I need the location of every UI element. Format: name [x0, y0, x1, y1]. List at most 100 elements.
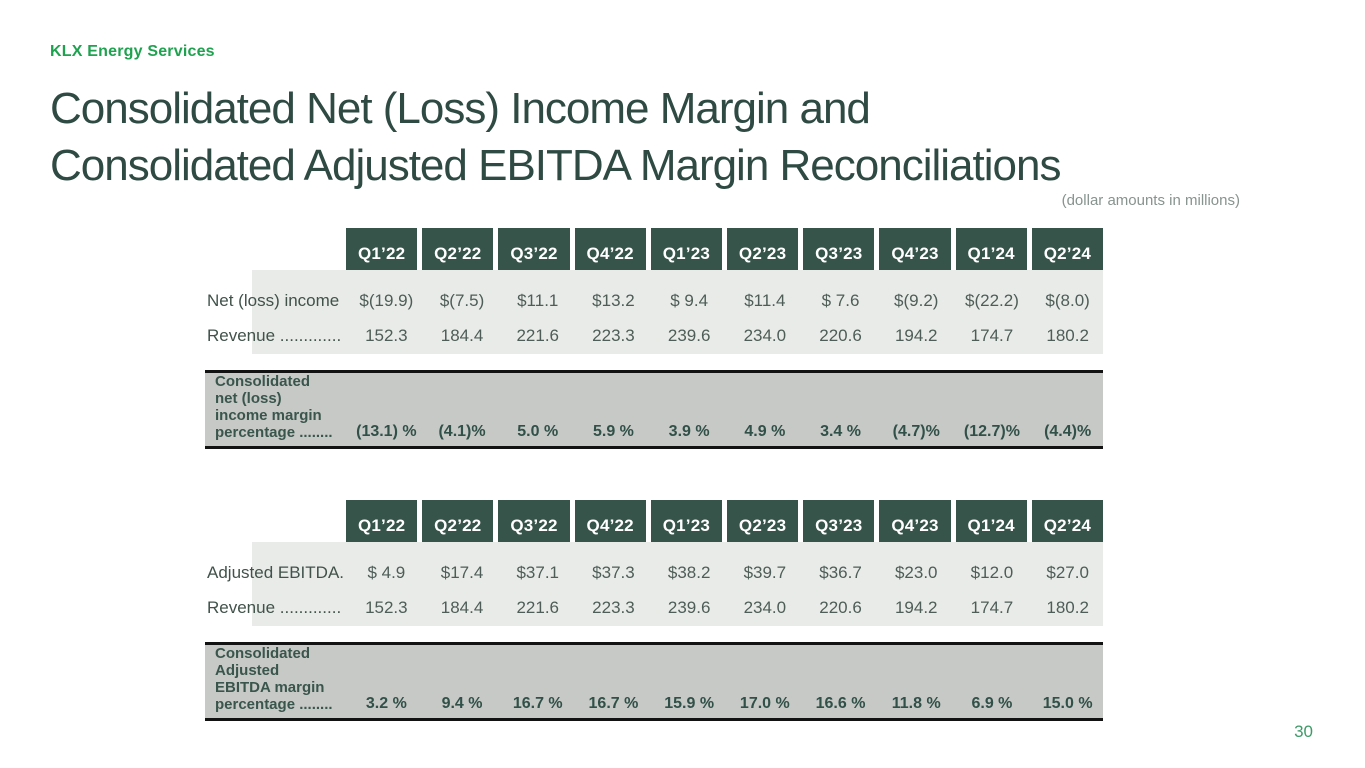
value-cell: $37.3 — [592, 562, 635, 582]
value-cell: 184.4 — [440, 325, 484, 345]
summary-label: Consolidated Adjusted EBITDA margin perc… — [215, 645, 333, 713]
value-cell: $ 7.6 — [821, 290, 860, 310]
table-row: Revenue ............. 152.3 184.4 221.6 223… — [205, 318, 1103, 353]
value-cell: 3.2 % — [365, 695, 407, 712]
value-cell: $ 9.4 — [670, 290, 709, 310]
value-cell: 234.0 — [743, 597, 787, 617]
quarter-header-cell: Q2’23 — [726, 500, 799, 542]
quarter-header-cell: Q4’22 — [574, 500, 646, 542]
page-number: 30 — [1294, 722, 1313, 741]
value-cell: 194.2 — [894, 325, 938, 345]
quarter-header-cell: Q1’24 — [955, 228, 1027, 270]
value-cell: 221.6 — [516, 597, 560, 617]
quarter-header-cell: Q3’22 — [498, 500, 570, 542]
units-note: (dollar amounts in millions) — [1061, 192, 1240, 209]
value-cell: $39.7 — [743, 562, 787, 582]
quarter-header-row: Q1’22 Q2’22 Q3’22 Q4’22 Q1’23 Q2’23 Q3’2… — [346, 228, 1103, 270]
quarter-header-cell: Q1’22 — [346, 228, 418, 270]
value-cell: 152.3 — [365, 325, 408, 345]
value-cell: 180.2 — [1046, 325, 1089, 345]
value-cell: $(22.2) — [965, 290, 1019, 310]
row-label: Revenue ............. — [207, 325, 342, 345]
quarter-header-cell: Q3’23 — [803, 500, 875, 542]
row-label: Net (loss) income — [207, 290, 340, 310]
value-cell: $(19.9) — [359, 290, 414, 310]
value-cell: 9.4 % — [441, 695, 483, 712]
value-cell: 223.3 — [592, 597, 635, 617]
net-loss-income-table: Q1’22 Q2’22 Q3’22 Q4’22 Q1’23 Q2’23 Q3’2… — [205, 228, 1103, 449]
value-cell: $11.4 — [744, 290, 786, 310]
value-cell: $(9.2) — [894, 290, 939, 310]
value-cell: $12.0 — [970, 562, 1014, 582]
value-cell: $(8.0) — [1045, 290, 1090, 310]
value-cell: (4.1)% — [438, 423, 486, 440]
quarter-header-cell: Q1’24 — [955, 500, 1027, 542]
value-cell: $(7.5) — [439, 290, 485, 310]
value-cell: $11.1 — [517, 290, 559, 310]
value-cell: 174.7 — [970, 597, 1014, 617]
value-cell: 3.9 % — [668, 423, 710, 440]
quarter-header-cell: Q2’22 — [422, 228, 494, 270]
value-cell: 11.8 % — [891, 695, 941, 712]
quarter-header-cell: Q1’23 — [650, 500, 722, 542]
quarter-header-cell: Q1’23 — [650, 228, 722, 270]
value-cell: (13.1) % — [356, 423, 417, 440]
value-cell: 220.6 — [819, 325, 862, 345]
quarter-header-cell: Q4’23 — [879, 228, 951, 270]
value-cell: 239.6 — [667, 325, 711, 345]
value-cell: 223.3 — [592, 325, 635, 345]
value-cell: 3.4 % — [820, 423, 861, 440]
value-cell: $23.0 — [894, 562, 938, 582]
value-cell: 15.9 % — [664, 695, 715, 712]
data-band-background — [252, 542, 1103, 626]
value-cell: 5.0 % — [517, 423, 559, 440]
value-cell: 184.4 — [440, 597, 484, 617]
quarter-header-cell: Q3’22 — [498, 228, 570, 270]
value-cell: (4.7)% — [892, 423, 940, 440]
value-cell: $38.2 — [667, 562, 711, 582]
value-cell: 239.6 — [667, 597, 711, 617]
value-cell: 16.6 % — [815, 695, 866, 712]
quarter-header-cell: Q4’22 — [574, 228, 646, 270]
value-cell: $17.4 — [440, 562, 484, 582]
quarter-header-row: Q1’22 Q2’22 Q3’22 Q4’22 Q1’23 Q2’23 Q3’2… — [346, 500, 1103, 542]
row-label: Revenue ............. — [207, 597, 342, 617]
summary-band: Consolidated net (loss) income margin pe… — [205, 370, 1103, 449]
quarter-header-cell: Q2’23 — [726, 228, 799, 270]
value-cell: 194.2 — [894, 597, 938, 617]
value-cell: 174.7 — [970, 325, 1014, 345]
adjusted-ebitda-table: Q1’22 Q2’22 Q3’22 Q4’22 Q1’23 Q2’23 Q3’2… — [205, 500, 1103, 721]
quarter-header-cell: Q4’23 — [879, 500, 951, 542]
summary-band: Consolidated Adjusted EBITDA margin perc… — [205, 642, 1103, 721]
quarter-header-cell: Q2’24 — [1031, 228, 1103, 270]
value-cell: 15.0 % — [1042, 695, 1093, 712]
value-cell: (12.7)% — [963, 423, 1020, 440]
table-row: Net (loss) income $(19.9) $(7.5) $11.1 $13.… — [205, 283, 1103, 318]
value-cell: $37.1 — [516, 562, 560, 582]
quarter-header-cell: Q3’23 — [803, 228, 875, 270]
value-cell: 17.0 % — [739, 695, 790, 712]
value-cell: 16.7 % — [512, 695, 563, 712]
company-logo-text: KLX Energy Services — [50, 43, 215, 60]
value-cell: $36.7 — [819, 562, 862, 582]
data-band: Net (loss) income $(19.9) $(7.5) $11.1 $13.… — [205, 270, 1103, 354]
value-cell: 6.9 % — [971, 695, 1013, 712]
value-cell: $27.0 — [1046, 562, 1089, 582]
quarter-header-cell: Q2’22 — [422, 500, 494, 542]
slide-title: Consolidated Net (Loss) Income Margin an… — [50, 84, 1061, 190]
value-cell: 152.3 — [365, 597, 408, 617]
quarter-header-cell: Q2’24 — [1031, 500, 1103, 542]
quarter-header-cell: Q1’22 — [346, 500, 418, 542]
value-cell: 4.9 % — [744, 423, 786, 440]
data-band-background — [252, 270, 1103, 354]
value-cell: 5.9 % — [592, 423, 634, 440]
value-cell: 16.7 % — [588, 695, 639, 712]
value-cell: $ 4.9 — [367, 562, 406, 582]
row-label: Adjusted EBITDA. — [207, 562, 345, 582]
value-cell: 180.2 — [1046, 597, 1089, 617]
value-cell: $13.2 — [592, 290, 635, 310]
data-band: Adjusted EBITDA. $ 4.9 $17.4 $37.1 $37.3 $38… — [205, 542, 1103, 626]
table-row: Revenue ............. 152.3 184.4 221.6 223… — [205, 590, 1103, 625]
value-cell: 234.0 — [743, 325, 787, 345]
